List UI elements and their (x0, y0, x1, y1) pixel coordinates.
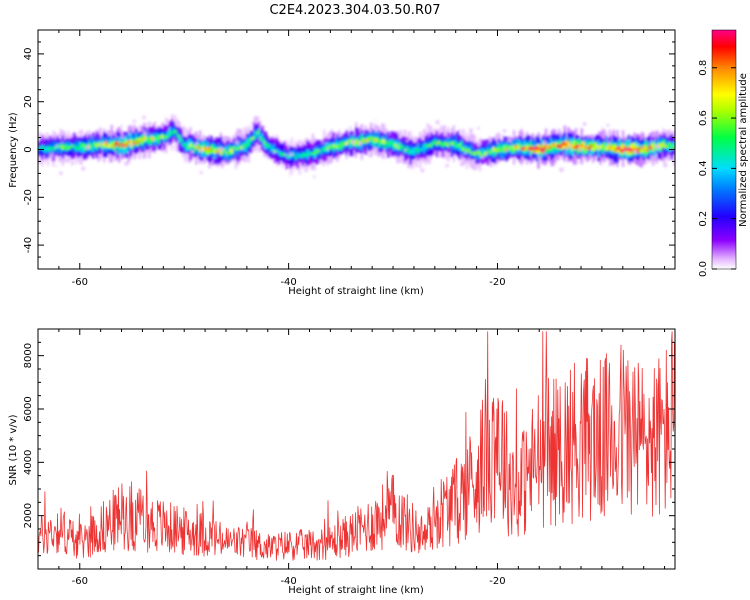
snr-xtick-label: -20 (489, 576, 505, 587)
colorbar-tick-label: 0.8 (698, 60, 709, 76)
snr-ticks: -60 -40 -20 2000 4000 6000 8000 (23, 328, 675, 587)
colorbar-gradient (711, 29, 737, 270)
colorbar-tick-label: 0.0 (698, 261, 709, 277)
spectrogram-ytick-label: -20 (23, 189, 34, 205)
snr-ytick-label: 4000 (23, 450, 34, 475)
spectrogram-ytick-label: 0 (23, 146, 34, 152)
spectrogram-ytick-label: -40 (23, 237, 34, 253)
spectrogram-xlabel: Height of straight line (km) (288, 286, 424, 297)
snr-xtick-label: -40 (280, 576, 296, 587)
snr-xtick-label: -60 (72, 576, 88, 587)
colorbar-ticks: 0.0 0.2 0.4 0.6 0.8 (698, 60, 736, 277)
spectrogram-panel: -60 -40 -20 -40 -20 0 20 40 Height of straight … (8, 29, 676, 297)
snr-panel: -60 -40 -20 2000 4000 6000 8000 Height of stra… (8, 328, 676, 596)
colorbar-tick-label: 0.2 (698, 211, 709, 227)
snr-ylabel: SNR (10 * v/v) (8, 414, 19, 485)
spectrogram-ytick-label: 20 (23, 95, 34, 108)
snr-ytick-label: 2000 (23, 503, 34, 528)
spectrogram-image (38, 114, 675, 179)
colorbar-tick-label: 0.4 (698, 160, 709, 176)
colorbar: 0.0 0.2 0.4 0.6 0.8 Normalized spectral ampl… (698, 29, 749, 277)
snr-frame (37, 328, 676, 570)
snr-ytick-label: 6000 (23, 396, 34, 421)
colorbar-tick-label: 0.6 (698, 110, 709, 126)
spectrogram-ytick-label: 40 (23, 48, 34, 61)
colorbar-label: Normalized spectral amplitude (738, 73, 749, 227)
spectrogram-xtick-label: -60 (72, 277, 88, 288)
spectrogram-ylabel: Frequency (Hz) (8, 112, 19, 188)
spectrogram-ticks: -60 -40 -20 -40 -20 0 20 40 (23, 29, 675, 288)
snr-xlabel: Height of straight line (km) (288, 585, 424, 596)
figure-title: C2E4.2023.304.03.50.R07 (269, 3, 440, 18)
spectrogram-xtick-label: -20 (489, 277, 505, 288)
spectrogram-xtick-label: -40 (280, 277, 296, 288)
snr-ytick-label: 8000 (23, 343, 34, 368)
snr-series-line (38, 331, 675, 561)
